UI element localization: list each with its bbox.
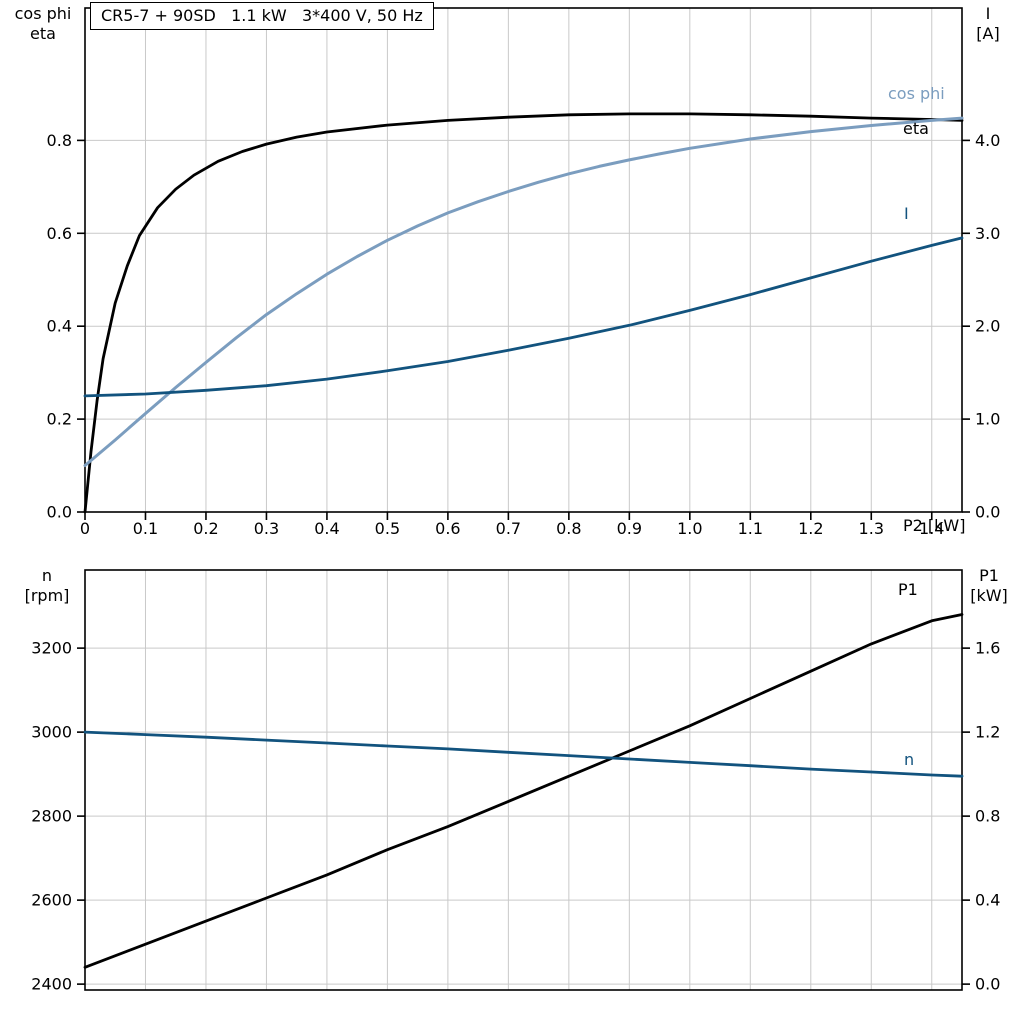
svg-text:0.2: 0.2 [193, 519, 218, 538]
svg-text:3200: 3200 [31, 639, 72, 658]
svg-text:0.4: 0.4 [975, 891, 1000, 910]
axis-label-bottom-right: P1 [kW] [960, 566, 1018, 606]
svg-text:0.0: 0.0 [47, 503, 72, 522]
axis-label-eta: eta [30, 24, 56, 43]
svg-text:0.7: 0.7 [496, 519, 521, 538]
svg-text:0.2: 0.2 [47, 410, 72, 429]
svg-text:1.0: 1.0 [677, 519, 702, 538]
svg-text:0.1: 0.1 [133, 519, 158, 538]
axis-label-p1: P1 [979, 566, 999, 585]
axis-label-speed: n [41, 566, 53, 585]
svg-text:4.0: 4.0 [975, 131, 1000, 150]
curve-label-n: n [904, 750, 915, 769]
axis-label-current-unit: [A] [976, 24, 1000, 43]
curve-label-cos-phi: cos phi [888, 84, 945, 103]
svg-text:2800: 2800 [31, 807, 72, 826]
svg-text:0.0: 0.0 [975, 503, 1000, 522]
svg-text:1.6: 1.6 [975, 639, 1000, 658]
svg-text:0.8: 0.8 [556, 519, 581, 538]
svg-text:0.6: 0.6 [435, 519, 460, 538]
axis-label-bottom-left: n [rpm] [10, 566, 84, 606]
svg-text:0.4: 0.4 [47, 317, 72, 336]
svg-text:0.4: 0.4 [314, 519, 339, 538]
curve-n [83, 730, 964, 778]
axis-label-top-right: I [A] [962, 4, 1014, 44]
svg-text:1.2: 1.2 [798, 519, 823, 538]
curve-i [83, 236, 964, 398]
x-axis-label: P2 [kW] [903, 516, 966, 535]
svg-text:2400: 2400 [31, 975, 72, 994]
svg-text:0.9: 0.9 [617, 519, 642, 538]
curve-cos-phi [83, 116, 964, 467]
axis-label-speed-unit: [rpm] [24, 586, 70, 605]
svg-text:2.0: 2.0 [975, 317, 1000, 336]
svg-text:1.1: 1.1 [738, 519, 763, 538]
svg-text:0.5: 0.5 [375, 519, 400, 538]
curve-p1 [83, 613, 964, 969]
curve-label-eta: eta [903, 119, 929, 138]
axis-label-top-left: cos phi eta [4, 4, 82, 44]
svg-text:1.3: 1.3 [859, 519, 884, 538]
svg-text:0.0: 0.0 [975, 975, 1000, 994]
axis-label-current: I [985, 4, 991, 23]
axis-label-cos-phi: cos phi [14, 4, 72, 23]
axis-label-p1-unit: [kW] [970, 586, 1008, 605]
curve-eta [83, 112, 964, 514]
curve-label-p1: P1 [898, 580, 918, 599]
svg-text:3000: 3000 [31, 723, 72, 742]
svg-text:1.4: 1.4 [919, 519, 944, 538]
svg-text:1.2: 1.2 [975, 723, 1000, 742]
svg-text:0: 0 [80, 519, 90, 538]
svg-text:0.6: 0.6 [47, 224, 72, 243]
curve-label-current: I [904, 204, 909, 223]
chart-title-box: CR5-7 + 90SD 1.1 kW 3*400 V, 50 Hz [90, 2, 434, 30]
svg-text:3.0: 3.0 [975, 224, 1000, 243]
svg-text:0.3: 0.3 [254, 519, 279, 538]
svg-text:1.0: 1.0 [975, 410, 1000, 429]
svg-text:0.8: 0.8 [975, 807, 1000, 826]
svg-text:0.8: 0.8 [47, 131, 72, 150]
svg-text:2600: 2600 [31, 891, 72, 910]
